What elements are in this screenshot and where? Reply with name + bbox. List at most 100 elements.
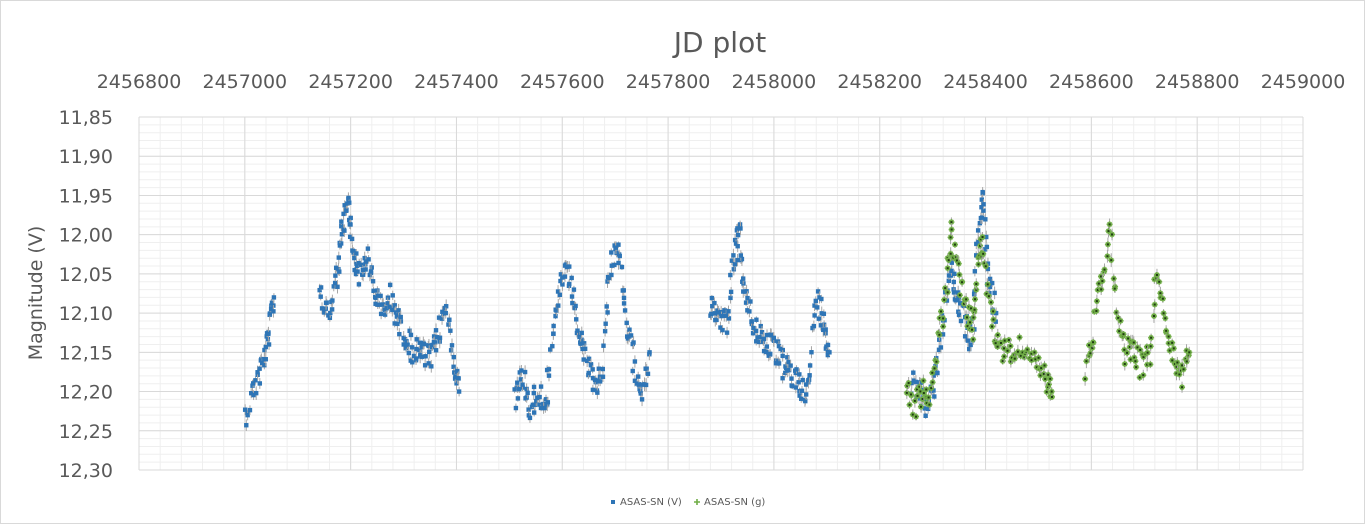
data-point-core: [953, 243, 956, 246]
data-point: [322, 310, 327, 315]
data-point: [716, 310, 721, 315]
data-point-core: [968, 327, 971, 330]
data-point: [729, 258, 735, 263]
data-point-core: [1123, 363, 1126, 366]
data-point: [554, 308, 559, 313]
data-point: [638, 391, 643, 396]
data-point: [735, 244, 740, 249]
data-point: [546, 373, 552, 378]
data-point: [257, 381, 263, 386]
data-point-core: [1112, 277, 1115, 280]
data-point-core: [916, 388, 919, 391]
data-point: [982, 247, 988, 252]
data-point: [603, 321, 608, 326]
data-point-core: [1035, 366, 1038, 369]
data-point-core: [1091, 346, 1094, 349]
data-point: [446, 322, 451, 327]
data-point: [815, 305, 820, 310]
data-point: [245, 412, 250, 418]
data-point: [951, 290, 957, 295]
data-point-core: [1181, 364, 1184, 367]
data-point: [923, 413, 928, 418]
data-point: [956, 297, 962, 302]
data-point: [451, 354, 456, 360]
x-tick-label: 2457200: [308, 71, 393, 93]
y-tick-label: 12,00: [59, 225, 113, 247]
data-point: [268, 306, 274, 312]
data-point-core: [1185, 349, 1188, 352]
data-point: [955, 290, 961, 295]
data-point: [579, 337, 584, 342]
data-point-core: [978, 254, 981, 257]
data-point: [940, 332, 946, 337]
data-point: [387, 304, 392, 309]
data-point-core: [957, 262, 960, 265]
data-point-core: [949, 236, 952, 239]
data-point: [630, 368, 635, 374]
data-point: [353, 271, 359, 277]
data-point-core: [1034, 358, 1037, 361]
data-point: [723, 308, 728, 313]
x-tick-label: 2457400: [414, 71, 499, 93]
data-point: [785, 355, 790, 360]
data-point-core: [1003, 347, 1006, 350]
data-point: [636, 382, 642, 387]
data-point: [631, 340, 636, 345]
data-point-core: [1138, 376, 1141, 379]
data-point: [771, 335, 776, 341]
data-point: [333, 265, 339, 270]
data-point: [803, 392, 809, 397]
data-point-core: [981, 236, 984, 239]
data-point-core: [962, 302, 965, 305]
data-point: [431, 334, 437, 339]
data-point: [551, 331, 556, 336]
data-point-core: [1103, 268, 1106, 271]
data-point: [537, 402, 542, 407]
data-point: [993, 319, 998, 324]
data-point: [827, 350, 832, 355]
data-point: [764, 349, 769, 355]
data-point: [758, 334, 763, 340]
data-point: [761, 348, 767, 354]
data-point-core: [1045, 390, 1048, 393]
data-point: [616, 260, 621, 266]
data-point: [520, 382, 525, 387]
data-point: [962, 334, 968, 339]
data-point: [755, 335, 760, 340]
data-point-core: [1175, 365, 1178, 368]
data-point: [639, 397, 645, 402]
data-point-core: [1026, 348, 1029, 351]
data-point: [360, 267, 366, 273]
data-point-core: [1084, 377, 1087, 380]
data-point: [339, 232, 345, 237]
data-point: [339, 219, 344, 224]
data-point-core: [986, 283, 989, 286]
data-point: [979, 215, 985, 220]
data-point: [355, 269, 360, 274]
data-point: [519, 368, 524, 373]
data-point: [948, 273, 954, 278]
data-point: [588, 362, 594, 368]
data-point-core: [1182, 368, 1185, 371]
data-point: [823, 327, 828, 332]
data-point-core: [913, 399, 916, 402]
data-point: [387, 282, 393, 288]
data-point: [747, 309, 752, 314]
series-asas-sn-v: [242, 187, 999, 432]
legend-marker: [694, 499, 700, 505]
data-point: [593, 379, 598, 385]
data-point: [925, 406, 931, 412]
data-point-core: [922, 392, 925, 395]
data-point-core: [1153, 303, 1156, 306]
data-point: [949, 268, 954, 273]
data-point: [333, 273, 338, 278]
data-point: [719, 313, 724, 319]
data-point-core: [1132, 341, 1135, 344]
data-point-core: [919, 390, 922, 393]
data-point: [569, 294, 575, 299]
y-axis-title: Magnitude (V): [25, 226, 47, 361]
data-point: [538, 384, 544, 389]
data-point: [567, 281, 572, 287]
data-point: [799, 388, 805, 393]
data-point: [454, 381, 459, 386]
